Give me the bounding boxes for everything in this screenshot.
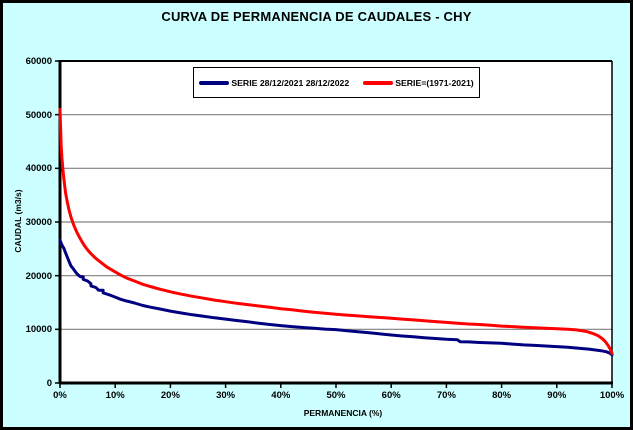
x-tick-label: 60% [381,390,401,401]
y-tick-label: 20000 [25,270,52,282]
chart-title: CURVA DE PERMANENCIA DE CAUDALES - CHY [161,9,472,24]
x-tick-label: 100% [599,390,625,401]
legend-label: SERIE=(1971-2021) [395,77,474,88]
y-axis-title: CAUDAL (m3/s) [13,189,23,253]
x-tick-label: 40% [271,390,291,401]
x-tick-label: 70% [436,390,456,401]
y-tick-label: 50000 [25,109,52,121]
legend-label: SERIE 28/12/2021 28/12/2022 [231,77,350,88]
series-line-0 [58,238,614,357]
x-axis-title: PERMANENCIA (%) [303,408,383,418]
x-tick-label: 20% [160,390,180,401]
x-tick-label: 30% [216,390,236,401]
legend-line-swatch-red [363,80,394,85]
y-tick-label: 40000 [25,163,52,175]
x-tick-label: 90% [547,390,567,401]
series-line-1 [58,107,614,355]
y-tick-label: 0 [46,378,52,389]
legend-item-serie-2021-2022: SERIE 28/12/2021 28/12/2022 [199,78,349,88]
y-tick-label: 30000 [25,217,52,228]
legend-box: SERIE 28/12/2021 28/12/2022 SERIE=(1971-… [193,67,480,98]
legend-line-swatch-blue [199,80,230,85]
plot-area [55,60,614,388]
y-tick-label: 60000 [25,56,52,67]
x-tick-label: 10% [105,390,125,401]
x-tick-label: 0% [53,390,67,401]
legend-item-serie-1971-2021: SERIE=(1971-2021) [363,77,474,88]
x-tick-label: 80% [492,390,512,401]
y-tick-label: 10000 [25,324,52,336]
x-tick-label: 50% [326,390,346,401]
